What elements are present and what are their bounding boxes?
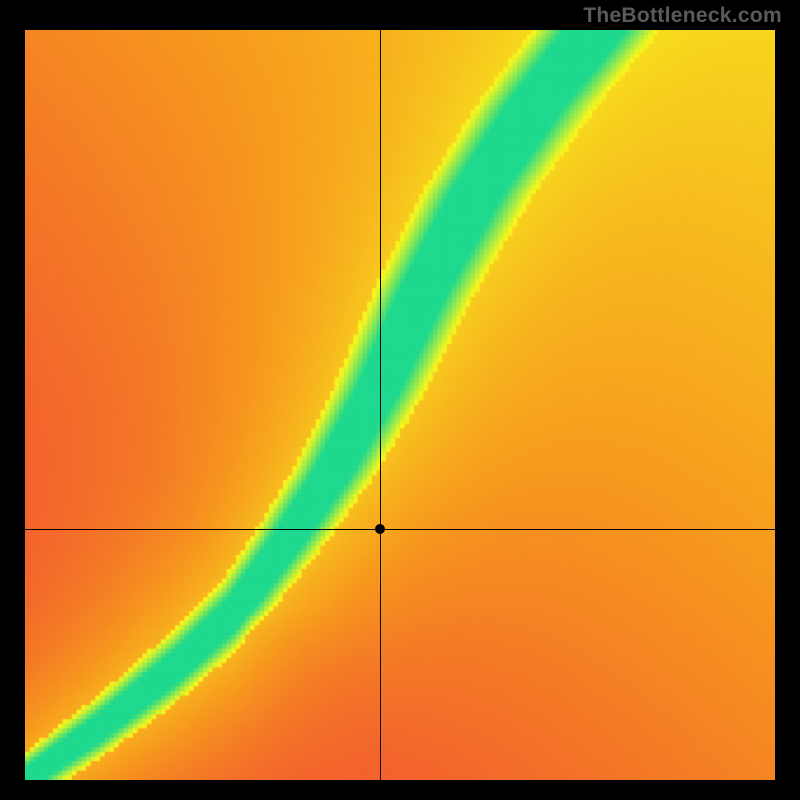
watermark-text: TheBottleneck.com: [583, 4, 782, 28]
heatmap-plot: [25, 30, 775, 780]
crosshair-horizontal: [25, 529, 775, 530]
crosshair-vertical: [380, 30, 381, 780]
marker-point: [375, 524, 385, 534]
chart-container: TheBottleneck.com: [0, 0, 800, 800]
heatmap-canvas: [25, 30, 775, 780]
